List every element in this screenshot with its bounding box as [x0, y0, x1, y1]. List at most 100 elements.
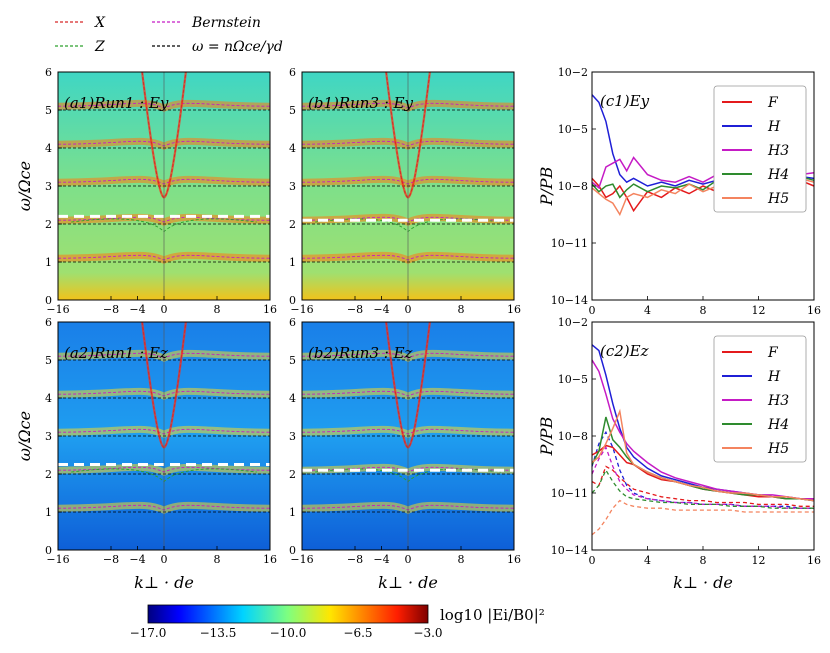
x-tick-label: 0 [589, 304, 596, 317]
x-tick-label: 4 [644, 304, 651, 317]
y-tick-label: 10−11 [551, 237, 588, 250]
y-tick-label: 1 [45, 506, 52, 519]
y-axis-label: P/PB [537, 416, 556, 456]
y-tick-label: 10−8 [558, 180, 588, 193]
y-tick-label: 2 [45, 468, 52, 481]
legend-label-h3: H3 [767, 143, 789, 159]
y-tick-label: 3 [45, 430, 52, 443]
x-tick-label: −8 [347, 553, 363, 566]
chart-title: (c2)Ez [600, 342, 649, 360]
y-tick-label: 3 [289, 180, 296, 193]
x-tick-label: −4 [129, 553, 145, 566]
x-tick-label: −8 [103, 553, 119, 566]
x-tick-label: 0 [405, 303, 412, 316]
x-tick-label: 0 [589, 554, 596, 567]
colorbar-tick-2: −10.0 [270, 626, 307, 640]
legend-label-h3: H3 [767, 393, 789, 409]
legend-bernstein-label: Bernstein [191, 15, 261, 31]
x-axis-label: k⊥ · de [378, 573, 438, 592]
x-tick-label: −8 [347, 303, 363, 316]
y-tick-label: 2 [45, 218, 52, 231]
spectrogram-label: (a1)Run1 : Ey [64, 94, 169, 112]
y-tick-label: 10−14 [551, 294, 588, 307]
y-tick-label: 4 [289, 142, 296, 155]
y-tick-label: 5 [45, 354, 52, 367]
legend-box [713, 335, 807, 463]
x-tick-label: 8 [458, 303, 465, 316]
legend-label-h: H [767, 119, 781, 135]
series-h5-dashed- [591, 499, 814, 536]
x-tick-label: −4 [373, 553, 389, 566]
legend-label-h5: H5 [767, 191, 789, 207]
y-tick-label: 1 [289, 506, 296, 519]
x-axis-label: k⊥ · de [134, 573, 194, 592]
y-axis-label: ω/Ωce [15, 161, 34, 211]
y-tick-label: 10−5 [558, 123, 588, 136]
y-tick-label: 4 [289, 392, 296, 405]
legend-label-f: F [767, 345, 779, 361]
colorbar-tick-4: −3.0 [413, 626, 442, 640]
legend-label-h4: H4 [767, 167, 789, 183]
x-tick-label: 8 [214, 303, 221, 316]
x-tick-label: 8 [700, 554, 707, 567]
y-tick-label: 10−8 [558, 430, 588, 443]
y-tick-label: 1 [289, 256, 296, 269]
x-tick-label: 16 [807, 554, 821, 567]
legend-label-h4: H4 [767, 417, 789, 433]
y-tick-label: 10−2 [558, 66, 588, 79]
y-tick-label: 10−14 [551, 544, 588, 557]
y-tick-label: 6 [289, 316, 296, 329]
line-chart-1: 0 4 8 12 16 10−2 10−5 10−8 10−11 10−14 (c1)Ey P/PB F… [537, 66, 821, 317]
y-tick-label: 0 [45, 294, 52, 307]
legend-x-label: X [94, 15, 106, 31]
y-tick-label: 5 [289, 354, 296, 367]
series-h5 [591, 408, 815, 502]
y-tick-label: 3 [289, 430, 296, 443]
x-tick-label: −8 [103, 303, 119, 316]
colorbar-tick-3: −6.5 [343, 626, 372, 640]
colorbar-label: log10 |Ei/B0|² [440, 606, 545, 624]
x-tick-label: −16 [46, 553, 69, 566]
top-legend: X Z Bernstein ω = nΩce/γd [55, 15, 283, 55]
series-h3 [591, 359, 814, 500]
x-tick-label: 12 [752, 304, 766, 317]
x-tick-label: 16 [263, 553, 277, 566]
x-tick-label: −4 [373, 303, 389, 316]
y-axis-label: P/PB [537, 166, 556, 206]
chart-title: (c1)Ey [600, 92, 650, 110]
legend-box [713, 85, 807, 213]
y-tick-label: 5 [45, 104, 52, 117]
legend-label-h5: H5 [767, 441, 789, 457]
y-tick-label: 6 [289, 66, 296, 79]
y-tick-label: 4 [45, 142, 52, 155]
y-tick-label: 1 [45, 256, 52, 269]
line-chart-2: 0 4 8 12 16 10−2 10−5 10−8 10−11 10−14 (c2)Ez P/PB k… [537, 316, 821, 592]
colorbar-tick-0: −17.0 [130, 626, 167, 640]
x-axis-label: k⊥ · de [673, 573, 733, 592]
spectrogram-label: (b2)Run3 : Ez [308, 344, 413, 362]
y-tick-label: 5 [289, 104, 296, 117]
colorbar: −17.0 −13.5 −10.0 −6.5 −3.0 log10 |Ei/B0… [130, 604, 545, 640]
x-tick-label: 16 [507, 303, 521, 316]
legend-z-label: Z [94, 39, 105, 55]
series-h3-dashed- [591, 445, 814, 509]
x-tick-label: 16 [263, 303, 277, 316]
colorbar-tick-1: −13.5 [200, 626, 237, 640]
colorbar-gradient [147, 604, 429, 624]
x-tick-label: −16 [290, 553, 313, 566]
y-tick-label: 10−5 [558, 373, 588, 386]
x-tick-label: 0 [161, 303, 168, 316]
x-tick-label: 8 [700, 304, 707, 317]
series-h4-dashed- [591, 468, 814, 509]
y-tick-label: 0 [289, 544, 296, 557]
spectrogram-panel-2: (b1)Run3 : Ey −16 −8 −4 0 8 16 0 1 2 3 4 5 6 [289, 66, 521, 316]
y-tick-label: 4 [45, 392, 52, 405]
spectrogram-panel-3: (a2)Run1 : Ez −16 −8 −4 0 8 16 0 1 2 3 4 5 6 k⊥ · de ω/… [15, 316, 277, 592]
x-tick-label: −16 [290, 303, 313, 316]
x-tick-label: 16 [507, 553, 521, 566]
y-tick-label: 0 [289, 294, 296, 307]
y-tick-label: 3 [45, 180, 52, 193]
x-tick-label: 0 [405, 553, 412, 566]
legend-label-f: F [767, 95, 779, 111]
y-tick-label: 10−11 [551, 487, 588, 500]
